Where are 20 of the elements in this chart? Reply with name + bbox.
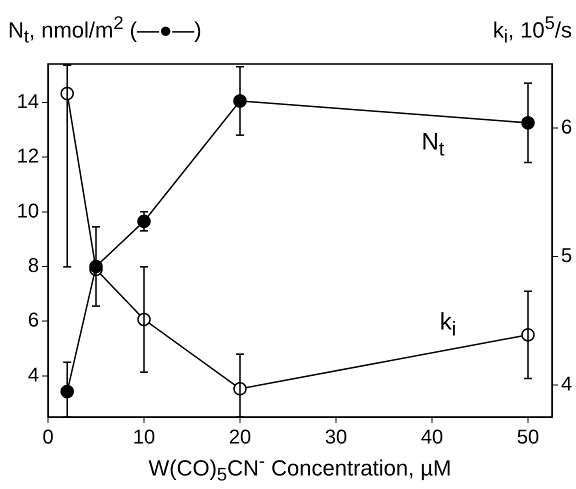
y-tick-label: 10 xyxy=(16,200,39,222)
y2-tick-label: 4 xyxy=(561,373,572,396)
y2-tick-label: 5 xyxy=(561,245,572,268)
x-tick-label: 30 xyxy=(324,426,348,449)
y2-tick-label: 6 xyxy=(561,116,572,139)
y2-axis-title: k$_{i}$, 10$^{5}$/s xyxy=(492,12,572,47)
y-tick-label: 4 xyxy=(28,364,39,386)
x-axis-title: W(CO)$_{5}$CN$^{-}$ Concentration, µM xyxy=(148,450,452,485)
x-tick-label: 50 xyxy=(516,426,540,449)
x-tick-label: 40 xyxy=(420,426,444,449)
y-tick-label: 6 xyxy=(28,310,39,332)
x-tick-label: 20 xyxy=(228,426,252,449)
x-tick-label: 10 xyxy=(132,426,156,449)
y-tick-label: 14 xyxy=(16,90,39,113)
y-axis-title: N$_{t}$, nmol/m$^{2}$ (—●—) xyxy=(8,12,202,47)
y-tick-label: 12 xyxy=(16,146,39,168)
x-tick-label: 0 xyxy=(42,426,54,449)
y-tick-label: 8 xyxy=(28,255,39,278)
series-label: k$_{i}$ xyxy=(440,308,456,340)
series-label: N$_{t}$ xyxy=(422,128,444,160)
